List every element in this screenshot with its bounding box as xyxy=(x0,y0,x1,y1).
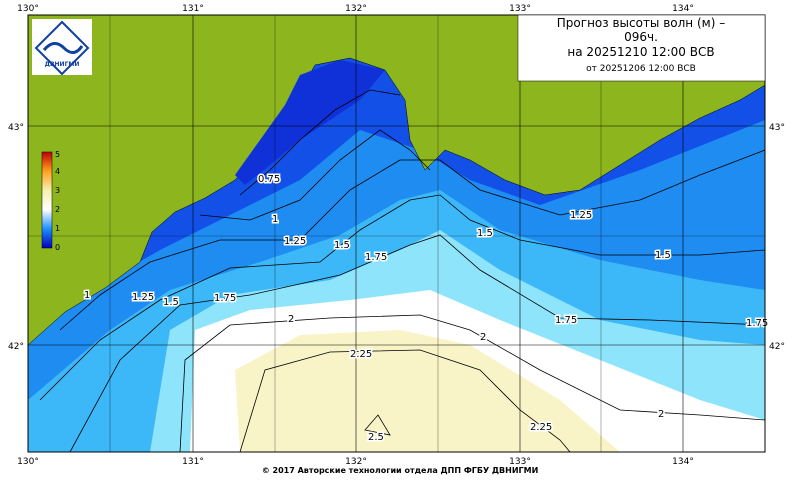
logo: ДВНИГМИ xyxy=(32,19,92,76)
lon-label: 132° xyxy=(345,4,367,14)
contour-label: 1 xyxy=(272,214,278,225)
contour-label: 1.75 xyxy=(555,315,577,326)
contour-label: 1.75 xyxy=(746,318,768,329)
colorbar-label: 4 xyxy=(55,167,60,176)
axis-labels: 130° 131° 132° 133° 134° 130° 131° 132° … xyxy=(8,4,785,467)
lat-label: 43° xyxy=(8,123,24,133)
footer: © 2017 Авторские технологии отдела ДПП Ф… xyxy=(262,466,539,475)
contour-label: 1.25 xyxy=(132,292,154,303)
contour-label: 1 xyxy=(84,290,90,301)
title-box: Прогноз высоты волн (м) – 096ч. на 20251… xyxy=(517,14,766,82)
lon-label: 131° xyxy=(182,457,204,467)
contour-label: 1.5 xyxy=(163,297,179,308)
contour-label: 2.25 xyxy=(530,422,552,433)
contour-label: 1.5 xyxy=(334,240,350,251)
contour-label: 1.5 xyxy=(477,228,493,239)
colorbar-label: 3 xyxy=(55,186,60,195)
contour-label: 2 xyxy=(658,409,664,420)
contour-label: 1.25 xyxy=(284,236,306,247)
title-line: 096ч. xyxy=(624,30,658,44)
contours xyxy=(39,89,766,453)
contour-label: 1.75 xyxy=(365,252,387,263)
land xyxy=(27,14,766,346)
colorbar-label: 1 xyxy=(55,224,60,233)
contour-label: 1.25 xyxy=(570,210,592,221)
lon-label: 131° xyxy=(182,4,204,14)
colorbar: 0 1 2 3 4 5 xyxy=(41,150,60,252)
contour-label: 0.75 xyxy=(258,174,280,185)
title-line: от 20251206 12:00 ВСВ xyxy=(586,64,696,74)
contour-label: 2 xyxy=(288,314,294,325)
lon-label: 133° xyxy=(509,457,531,467)
lat-label: 43° xyxy=(769,123,785,133)
map-frame xyxy=(27,14,766,453)
lon-label: 134° xyxy=(672,4,694,14)
contour-labels: 0.75 1 1 1.25 1.25 1.25 1.5 1.5 1.5 1.5 … xyxy=(83,173,770,445)
lat-label: 42° xyxy=(8,342,24,352)
lon-label: 134° xyxy=(672,457,694,467)
contour-label: 2 xyxy=(480,332,486,343)
logo-text: ДВНИГМИ xyxy=(45,61,80,68)
colorbar-label: 5 xyxy=(55,150,60,159)
colorbar-label: 0 xyxy=(55,243,60,252)
lat-label: 42° xyxy=(769,342,785,352)
title-line: Прогноз высоты волн (м) – xyxy=(557,16,725,30)
lon-label: 130° xyxy=(17,4,39,14)
contour-label: 1.75 xyxy=(214,293,236,304)
lon-label: 133° xyxy=(509,4,531,14)
lon-label: 132° xyxy=(345,457,367,467)
contour-label: 2.25 xyxy=(350,349,372,360)
colorbar-label: 2 xyxy=(55,205,60,214)
title-line: на 20251210 12:00 ВСВ xyxy=(567,45,714,59)
contour-label: 2.5 xyxy=(368,432,384,443)
lon-label: 130° xyxy=(17,457,39,467)
contour-label: 1.5 xyxy=(655,250,671,261)
bay xyxy=(235,60,385,185)
